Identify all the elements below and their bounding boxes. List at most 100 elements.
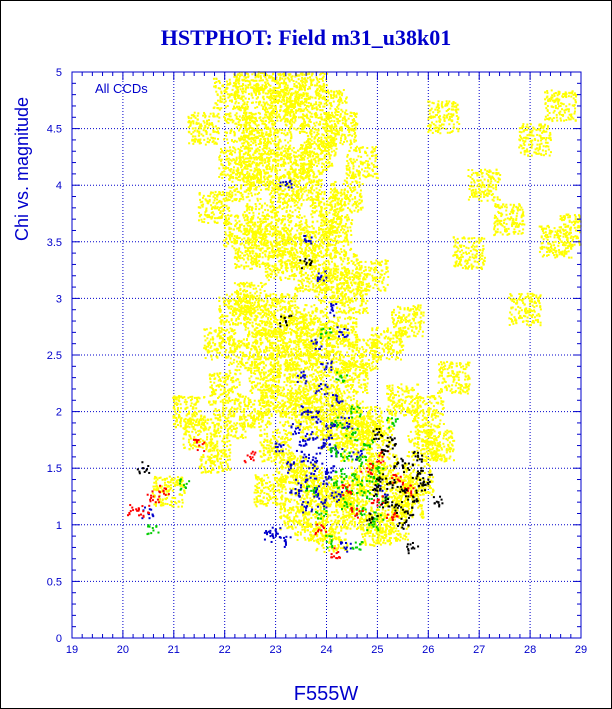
data-point: [294, 244, 297, 247]
data-point: [277, 193, 280, 196]
data-point: [338, 197, 341, 200]
data-point: [213, 81, 216, 84]
data-point: [302, 169, 305, 172]
data-point: [274, 91, 277, 94]
data-point: [280, 266, 283, 269]
data-point: [311, 216, 314, 219]
data-point: [233, 256, 236, 259]
data-point: [251, 115, 254, 118]
data-point: [233, 239, 236, 242]
data-point: [277, 82, 280, 85]
data-point: [290, 133, 293, 136]
data-point: [311, 115, 314, 118]
data-point: [335, 189, 338, 192]
data-point: [299, 105, 302, 108]
data-point: [240, 223, 243, 226]
data-point: [258, 145, 261, 148]
data-point: [245, 112, 248, 115]
data-point: [314, 267, 317, 270]
data-point: [347, 128, 350, 131]
data-point: [276, 135, 279, 138]
data-point: [265, 111, 268, 114]
data-point: [263, 104, 266, 107]
data-point: [317, 254, 320, 257]
data-point: [350, 309, 353, 312]
data-point: [342, 287, 345, 290]
data-point: [299, 175, 302, 178]
data-point: [258, 171, 261, 174]
data-point: [288, 198, 291, 201]
data-point: [313, 147, 316, 150]
data-point: [261, 261, 264, 264]
data-point: [294, 224, 297, 227]
data-point: [298, 256, 301, 259]
data-point: [360, 284, 363, 287]
data-point: [287, 176, 290, 179]
data-point: [289, 110, 292, 113]
data-point: [227, 157, 230, 160]
data-point: [286, 193, 289, 196]
data-point: [302, 164, 305, 167]
data-point: [336, 229, 339, 232]
data-point: [293, 243, 296, 246]
data-point: [247, 97, 250, 100]
data-point: [344, 188, 347, 191]
data-point: [270, 117, 273, 120]
data-point: [299, 289, 302, 292]
data-point: [274, 225, 277, 228]
data-point: [333, 230, 336, 233]
data-point: [289, 125, 292, 128]
data-point: [320, 214, 323, 217]
data-point: [329, 204, 332, 207]
data-point: [314, 290, 317, 293]
data-point: [220, 163, 223, 166]
data-point: [255, 137, 258, 140]
data-point: [253, 133, 256, 136]
data-point: [265, 168, 268, 171]
data-point: [301, 83, 304, 86]
data-point: [298, 74, 301, 77]
data-point: [243, 180, 246, 183]
data-point: [277, 260, 280, 263]
data-point: [262, 117, 265, 120]
data-point: [268, 135, 271, 138]
data-point: [286, 149, 289, 152]
data-point: [267, 186, 270, 189]
data-point: [326, 244, 329, 247]
data-point: [292, 187, 295, 190]
data-point: [315, 143, 318, 146]
data-point: [224, 113, 227, 116]
data-point: [331, 276, 334, 279]
data-point: [277, 220, 280, 223]
data-point: [289, 94, 292, 97]
data-point: [228, 95, 231, 98]
data-point: [294, 199, 297, 202]
data-point: [255, 174, 258, 177]
data-point: [226, 93, 229, 96]
data-point: [260, 220, 263, 223]
data-point: [325, 210, 328, 213]
data-point: [289, 233, 292, 236]
data-point: [251, 217, 254, 220]
data-point: [242, 79, 245, 82]
data-point: [252, 178, 255, 181]
data-point: [275, 172, 278, 175]
data-point: [229, 115, 232, 118]
data-point: [330, 128, 333, 131]
data-point: [254, 93, 257, 96]
data-point: [303, 118, 306, 121]
data-point: [329, 103, 332, 106]
data-point: [304, 89, 307, 92]
data-point: [310, 274, 313, 277]
data-point: [263, 176, 266, 179]
data-point: [280, 259, 283, 262]
data-point: [271, 139, 274, 142]
data-point: [304, 250, 307, 253]
data-point: [243, 265, 246, 268]
data-point: [341, 227, 344, 230]
data-point: [226, 149, 229, 152]
data-point: [317, 92, 320, 95]
data-point: [334, 180, 337, 183]
data-point: [336, 217, 339, 220]
data-point: [255, 244, 258, 247]
